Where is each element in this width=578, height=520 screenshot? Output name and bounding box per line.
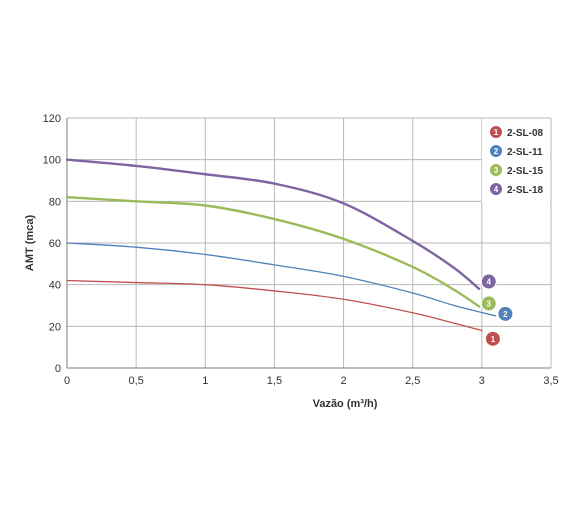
x-tick-label: 2,5 xyxy=(405,375,420,387)
series-end-badge-3 xyxy=(480,295,497,312)
legend-badge-label: 2 xyxy=(494,147,499,156)
legend: 1 2-SL-08 2 2-SL-11 3 2-SL-15 4 2-SL-18 xyxy=(482,119,550,203)
y-tick-label: 60 xyxy=(49,238,61,250)
legend-badge-label: 4 xyxy=(494,185,499,194)
legend-badge xyxy=(489,182,503,196)
x-tick-label: 3 xyxy=(479,375,485,387)
legend-badge-label: 1 xyxy=(494,128,499,137)
x-tick-label: 1,5 xyxy=(267,375,282,387)
y-tick-label: 100 xyxy=(43,155,61,167)
axes: 0 0,5 1 1,5 2 2,5 3 3,5 0 20 40 60 80 100 120 xyxy=(43,113,559,387)
legend-badge-label: 3 xyxy=(494,166,499,175)
series-line-2-sl-18 xyxy=(65,158,481,291)
y-tick-label: 20 xyxy=(49,321,61,333)
x-tick-label: 1 xyxy=(202,375,208,387)
series-layer xyxy=(65,158,497,332)
x-tick-label: 0 xyxy=(64,375,70,387)
legend-label: 2-SL-15 xyxy=(507,166,544,177)
y-tick-label: 0 xyxy=(55,363,61,375)
legend-badge xyxy=(489,144,503,158)
legend-label: 2-SL-08 xyxy=(507,128,544,139)
series-end-badge-label: 1 xyxy=(491,335,496,344)
x-tick-label: 0,5 xyxy=(128,375,143,387)
legend-badge xyxy=(489,125,503,139)
y-tick-label: 80 xyxy=(49,196,61,208)
x-tick-label: 2 xyxy=(341,375,347,387)
series-end-badge-2 xyxy=(497,305,514,322)
x-tick-label: 3,5 xyxy=(543,375,558,387)
badge-layer: 1 2 3 4 xyxy=(480,273,514,347)
series-end-badge-label: 4 xyxy=(487,278,492,287)
y-tick-label: 120 xyxy=(43,113,61,125)
legend-badge xyxy=(489,163,503,177)
series-end-badge-label: 2 xyxy=(503,310,508,319)
series-line-2-sl-11 xyxy=(66,242,497,317)
y-axis-title: AMT (mca) xyxy=(24,215,36,272)
series-end-badge-label: 3 xyxy=(487,299,492,308)
legend-label: 2-SL-18 xyxy=(507,185,544,196)
x-axis-title: Vazão (m³/h) xyxy=(313,398,378,410)
series-line-2-sl-08 xyxy=(66,279,483,332)
legend-label: 2-SL-11 xyxy=(507,147,543,158)
y-tick-label: 40 xyxy=(49,280,61,292)
series-end-badge-1 xyxy=(484,330,501,347)
series-line-2-sl-15 xyxy=(65,195,481,308)
series-end-badge-4 xyxy=(480,273,497,290)
